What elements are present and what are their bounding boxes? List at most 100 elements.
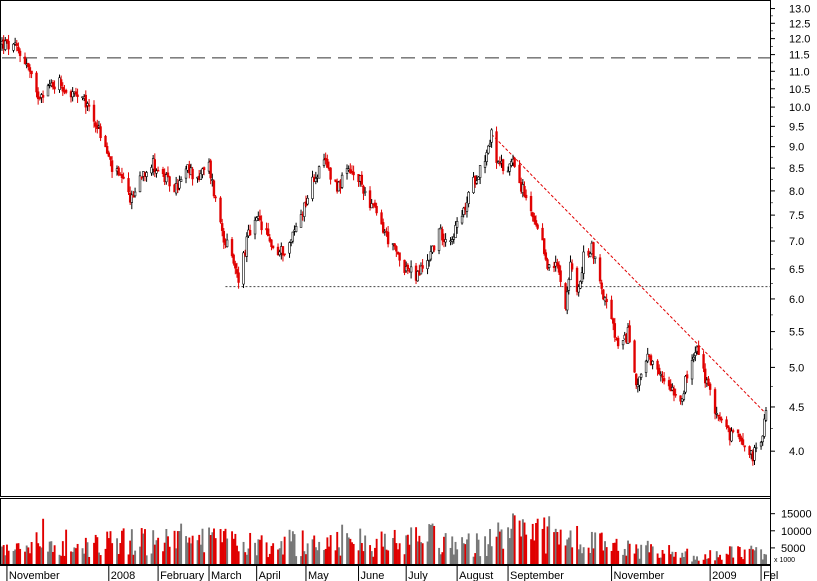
candle-body bbox=[416, 271, 419, 282]
candle bbox=[94, 121, 97, 133]
candle-body bbox=[488, 143, 492, 147]
candle bbox=[651, 360, 654, 370]
volume-bar bbox=[405, 535, 408, 565]
volume-bar bbox=[410, 527, 413, 565]
price-tick-label: 5.5 bbox=[789, 327, 804, 339]
volume-bar bbox=[383, 533, 386, 565]
candle-body bbox=[460, 215, 464, 224]
candle bbox=[759, 440, 763, 450]
volume-bar bbox=[466, 539, 468, 565]
candle-body bbox=[467, 191, 470, 204]
candle bbox=[28, 64, 32, 78]
candle bbox=[690, 354, 694, 385]
candle bbox=[268, 234, 272, 243]
month-label: July bbox=[408, 570, 428, 581]
candle-body bbox=[685, 374, 689, 379]
candle bbox=[255, 216, 258, 222]
volume-bar bbox=[398, 543, 401, 565]
candle-body bbox=[531, 212, 534, 218]
candle bbox=[454, 221, 457, 239]
candle-body bbox=[644, 360, 648, 373]
candle bbox=[674, 388, 677, 398]
candle-body bbox=[707, 378, 710, 386]
price-tick-label: 9.0 bbox=[789, 142, 804, 154]
volume-bar bbox=[99, 555, 102, 565]
candle-body bbox=[266, 228, 270, 237]
volume-bar bbox=[65, 529, 68, 565]
candle-body bbox=[600, 282, 603, 289]
candle-body bbox=[199, 173, 203, 180]
volume-bar bbox=[167, 536, 169, 565]
volume-bar bbox=[47, 551, 50, 565]
candle bbox=[283, 253, 286, 257]
candle bbox=[260, 215, 263, 235]
candle bbox=[281, 246, 285, 262]
candle-body bbox=[28, 67, 32, 72]
candle bbox=[727, 425, 730, 433]
volume-bar bbox=[571, 547, 574, 565]
volume-bar bbox=[211, 532, 214, 565]
volume-bar bbox=[727, 554, 730, 565]
volume-bar bbox=[190, 543, 192, 565]
volume-bar bbox=[590, 531, 593, 565]
price-tick-label: 7.5 bbox=[789, 210, 804, 222]
candle bbox=[575, 266, 579, 296]
volume-bar bbox=[438, 547, 441, 565]
candle-body bbox=[191, 168, 194, 180]
volume-bar bbox=[705, 558, 708, 565]
volume-bar bbox=[599, 533, 602, 565]
candle-body bbox=[86, 103, 89, 106]
candle bbox=[565, 286, 569, 315]
volume-bar bbox=[185, 536, 188, 565]
candle-body bbox=[439, 227, 442, 230]
volume-bar bbox=[530, 539, 533, 565]
candle bbox=[363, 187, 367, 196]
price-tick-label: 11.0 bbox=[789, 66, 810, 78]
candle bbox=[441, 226, 444, 246]
price-tick-label: 10.5 bbox=[789, 84, 810, 96]
volume-bar bbox=[646, 540, 649, 565]
volume-bar bbox=[577, 549, 580, 565]
volume-bar bbox=[186, 542, 189, 565]
volume-bar bbox=[255, 555, 258, 565]
volume-bar bbox=[740, 556, 743, 565]
month-label: June bbox=[361, 570, 385, 581]
candle bbox=[508, 163, 511, 176]
volume-bar bbox=[178, 531, 181, 565]
candle-body bbox=[472, 176, 475, 193]
candle-body bbox=[393, 243, 396, 247]
candle-body bbox=[15, 43, 18, 46]
candle bbox=[219, 196, 222, 224]
candle-body bbox=[579, 281, 582, 289]
volume-bar bbox=[732, 557, 735, 565]
volume-bar bbox=[513, 515, 516, 565]
volume-bar bbox=[75, 548, 77, 565]
candle-body bbox=[694, 352, 697, 356]
candle bbox=[161, 166, 165, 177]
price-tick-label: 4.5 bbox=[789, 402, 804, 414]
candle-body bbox=[322, 159, 326, 166]
volume-bar bbox=[48, 541, 51, 565]
candle bbox=[559, 265, 562, 288]
candle bbox=[662, 372, 666, 385]
candle bbox=[592, 241, 595, 265]
candle bbox=[18, 48, 22, 63]
candle bbox=[613, 317, 617, 342]
candle bbox=[370, 199, 373, 209]
candle bbox=[150, 164, 153, 176]
candle-body bbox=[717, 414, 720, 417]
volume-bar bbox=[715, 551, 718, 565]
candle bbox=[211, 173, 214, 187]
candle bbox=[681, 398, 684, 406]
candle bbox=[725, 416, 728, 430]
candle bbox=[741, 433, 745, 446]
volume-bar bbox=[702, 559, 705, 565]
volume-bar bbox=[347, 537, 350, 565]
volume-bar bbox=[763, 553, 766, 565]
volume-bar bbox=[444, 533, 447, 565]
volume-bar bbox=[490, 546, 493, 565]
volume-bar bbox=[37, 543, 40, 565]
candle bbox=[577, 284, 580, 297]
volume-bar bbox=[755, 547, 758, 565]
volume-bar bbox=[213, 528, 215, 565]
